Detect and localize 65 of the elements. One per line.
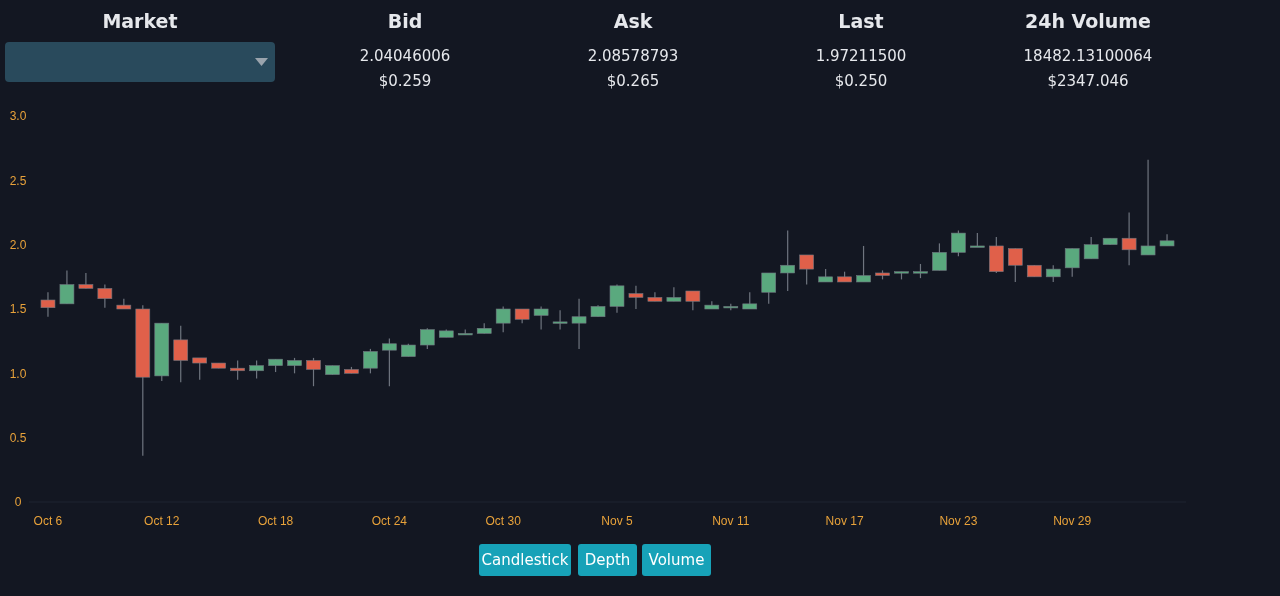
candlestick [249,359,264,380]
candlestick [780,229,795,292]
candlestick [230,359,245,381]
y-tick-label: 3.0 [9,109,27,124]
x-tick-label: Oct 6 [33,514,63,528]
candlestick [647,291,663,302]
y-tick-label: 1.5 [9,302,27,317]
text: 1.97211500 [815,47,907,65]
text: $2347.046 [1047,72,1129,90]
candlestick [609,283,625,314]
tab-button: Candlestick [479,544,571,576]
candlestick [685,290,701,311]
candlestick [799,254,814,286]
candlestick [495,305,511,333]
candlestick [761,272,777,305]
text: 2.04046006 [359,47,451,65]
candlestick [628,285,644,310]
candlestick [59,269,75,305]
text: Market [102,10,178,32]
text: Ask [613,10,653,32]
x-tick-label: Oct 30 [485,514,522,528]
x-tick-label: Oct 24 [371,514,408,528]
x-tick-label: Oct 12 [144,514,180,528]
text: $0.265 [606,72,660,90]
text: Bid [387,10,423,32]
candlestick [552,309,568,331]
candlestick [97,283,113,309]
candlestick [78,272,94,290]
tab-button: Volume [642,544,711,576]
candlestick [1008,247,1023,283]
text: Last [838,10,884,32]
candlestick [856,245,871,283]
x-tick-label: Nov 11 [712,514,750,528]
y-tick-label: 2.5 [9,173,27,188]
candlestick [382,337,397,387]
x-tick-label: Nov 29 [1053,514,1092,528]
y-tick-label: 1.0 [9,366,27,381]
text: $0.250 [834,72,888,90]
candlestick [1140,159,1156,256]
candlestick [571,298,587,350]
y-tick-label: 0 [14,495,22,510]
candlestick [1121,211,1137,266]
y-tick-label: 2.0 [9,237,27,252]
candlestick [1083,236,1099,260]
x-tick-label: Nov 23 [939,514,978,528]
candlestick [1064,247,1080,278]
text: $0.259 [378,72,432,90]
candlestick [666,286,682,302]
candlestick [420,327,435,350]
tab-button: Depth [578,544,637,576]
candlestick [40,291,56,318]
candlestick [192,357,208,381]
candlestick [533,305,549,331]
candlestick [951,229,966,257]
x-tick-label: Oct 18 [257,514,294,528]
y-tick-label: 0.5 [9,430,27,445]
candlestick [306,357,321,387]
x-tick-label: Nov 5 [601,514,633,528]
candlestick [932,242,947,271]
candlestick [363,348,378,374]
x-tick-label: Nov 17 [825,514,864,528]
text: 2.08578793 [587,47,679,65]
candlestick [173,325,189,383]
text: 24h Volume [1024,10,1152,32]
text: 18482.13100064 [1023,47,1153,65]
